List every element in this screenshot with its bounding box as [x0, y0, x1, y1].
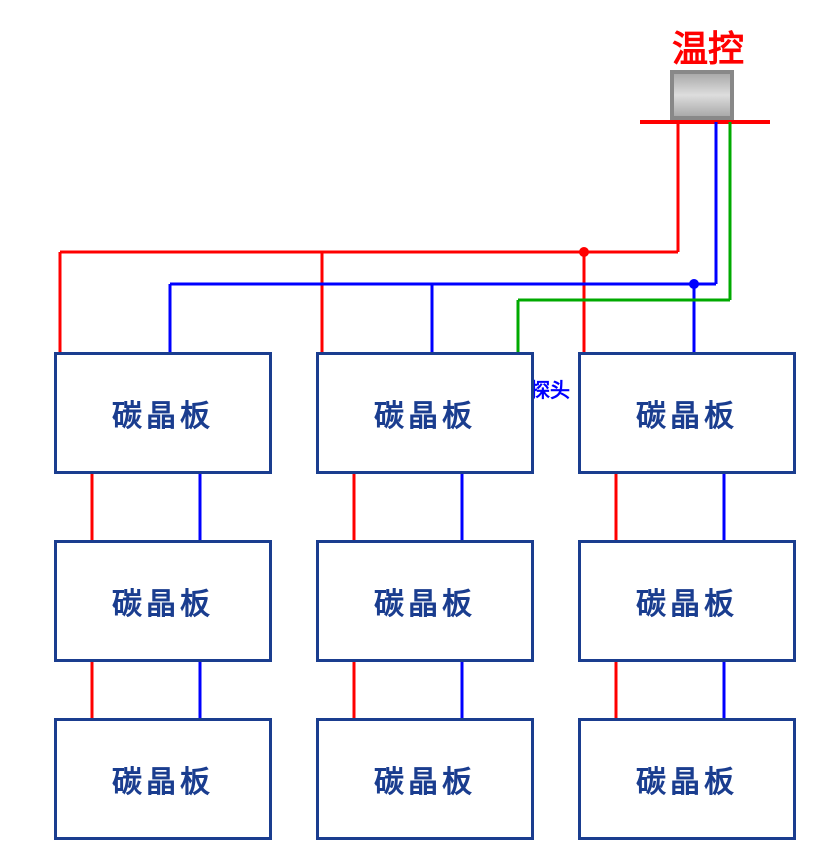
panel-label: 碳晶板 — [112, 579, 214, 623]
panel-label: 碳晶板 — [374, 391, 476, 435]
panel-box: 碳晶板 — [54, 718, 272, 840]
panel-label: 碳晶板 — [112, 391, 214, 435]
panel-box: 碳晶板 — [578, 352, 796, 474]
blue-junction-dot — [689, 279, 699, 289]
panel-label: 碳晶板 — [374, 579, 476, 623]
panel-box: 碳晶板 — [54, 540, 272, 662]
thermostat-device — [670, 70, 734, 120]
panel-box: 碳晶板 — [316, 718, 534, 840]
probe-label: 探头 — [530, 374, 570, 403]
panel-label: 碳晶板 — [636, 579, 738, 623]
panel-box: 碳晶板 — [578, 540, 796, 662]
panel-box: 碳晶板 — [316, 540, 534, 662]
panel-label: 碳晶板 — [636, 757, 738, 801]
panel-box: 碳晶板 — [316, 352, 534, 474]
wiring-diagram: 温控 探头 碳晶板 碳晶板 碳晶板 碳晶板 碳晶板 碳晶板 碳晶板 碳晶板 碳晶… — [0, 0, 836, 856]
title-label: 温控 — [672, 20, 744, 72]
panel-label: 碳晶板 — [112, 757, 214, 801]
panel-box: 碳晶板 — [54, 352, 272, 474]
panel-label: 碳晶板 — [374, 757, 476, 801]
red-junction-dot — [579, 247, 589, 257]
panel-box: 碳晶板 — [578, 718, 796, 840]
panel-label: 碳晶板 — [636, 391, 738, 435]
